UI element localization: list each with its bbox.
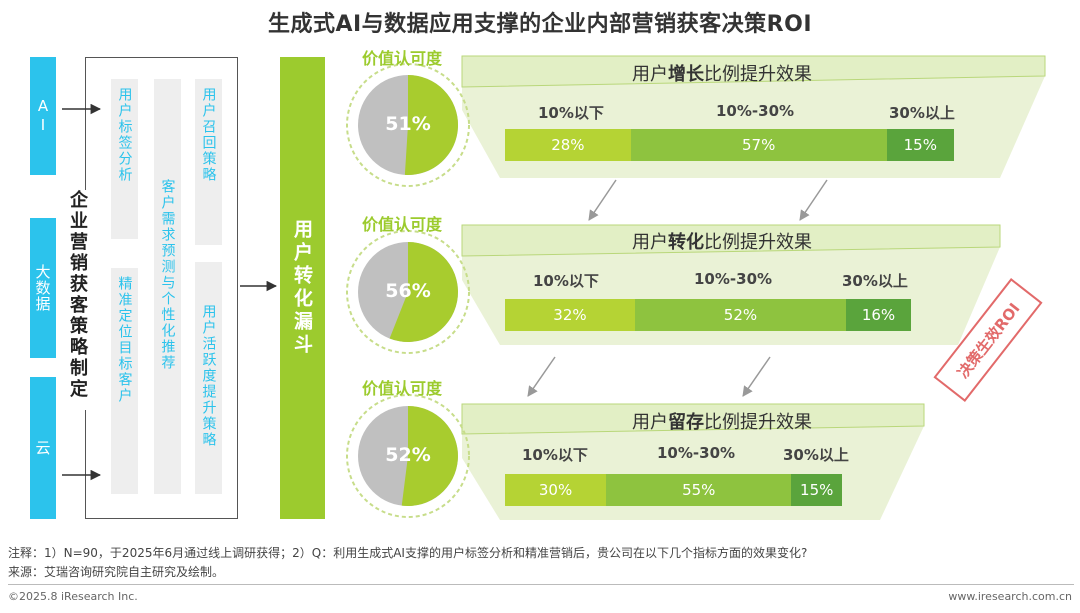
source-big-data: 大数据 bbox=[30, 218, 56, 358]
strategy-user-tag-analysis: 用户标签分析 bbox=[111, 79, 138, 239]
page-title: 生成式AI与数据应用支撑的企业内部营销获客决策ROI bbox=[267, 12, 813, 37]
pie-conversion-value-slice bbox=[389, 242, 458, 342]
header-growth-suffix: 比例提升效果 bbox=[704, 64, 812, 85]
footer-copyright: ©2025.8 iResearch Inc. bbox=[8, 590, 138, 603]
source-big-data-label: 大数据 bbox=[33, 264, 52, 312]
level-mid-growth: 10%-30% bbox=[716, 102, 795, 120]
level-low-conversion: 10%以下 bbox=[533, 272, 599, 290]
header-conversion-prefix: 用户 bbox=[632, 232, 668, 253]
pie-retention-percent: 52% bbox=[385, 444, 431, 466]
segment-high: 15% bbox=[791, 474, 842, 506]
header-growth: 用户增长比例提升效果 bbox=[632, 60, 812, 86]
strategy-precise-targeting: 精准定位目标客户 bbox=[111, 268, 138, 494]
pie-growth-percent: 51% bbox=[385, 113, 431, 135]
footer-website: www.iresearch.com.cn bbox=[948, 590, 1072, 603]
pie-conversion bbox=[358, 242, 458, 342]
footer-source: 来源：艾瑞咨询研究院自主研究及绘制。 bbox=[8, 565, 225, 579]
header-growth-bold: 增长 bbox=[668, 64, 704, 85]
source-ai-label: AI bbox=[34, 97, 52, 135]
strategy-user-recall: 用户召回策略 bbox=[195, 79, 222, 245]
value-recognition-label-conversion: 价值认可度 bbox=[362, 215, 443, 234]
strategy-activity-boost: 用户活跃度提升策略 bbox=[195, 262, 222, 494]
header-conversion: 用户转化比例提升效果 bbox=[632, 228, 812, 254]
pie-retention-value-slice bbox=[401, 406, 458, 506]
pie-conversion-percent: 56% bbox=[385, 280, 431, 302]
header-conversion-suffix: 比例提升效果 bbox=[704, 232, 812, 253]
pie-growth bbox=[358, 75, 459, 175]
segment-mid: 57% bbox=[630, 129, 887, 161]
down-arrow-right-2 bbox=[742, 356, 771, 397]
pie-ring-retention bbox=[346, 394, 470, 518]
level-low-growth: 10%以下 bbox=[538, 104, 604, 122]
pie-ring-conversion bbox=[346, 230, 470, 354]
strategy-heading: 企业营销获客策略制定 bbox=[62, 190, 92, 410]
segment-low: 32% bbox=[505, 299, 635, 331]
header-retention-bold: 留存 bbox=[668, 412, 704, 433]
header-growth-prefix: 用户 bbox=[632, 64, 668, 85]
segment-low: 28% bbox=[505, 129, 631, 161]
level-mid-retention: 10%-30% bbox=[657, 444, 736, 462]
segment-bar-retention: 30% 55% 15% bbox=[505, 474, 842, 506]
down-arrow-right-1 bbox=[799, 179, 828, 221]
segment-bar-conversion: 32% 52% 16% bbox=[505, 299, 911, 331]
segment-high: 16% bbox=[846, 299, 911, 331]
source-ai: AI bbox=[30, 57, 56, 175]
header-retention-prefix: 用户 bbox=[632, 412, 668, 433]
segment-mid: 55% bbox=[606, 474, 792, 506]
pie-ring-growth bbox=[346, 63, 470, 187]
header-conversion-bold: 转化 bbox=[668, 232, 704, 253]
segment-bar-growth: 28% 57% 15% bbox=[505, 129, 954, 161]
value-recognition-label-retention: 价值认可度 bbox=[362, 379, 443, 398]
level-high-conversion: 30%以上 bbox=[842, 272, 908, 290]
pie-growth-value-slice bbox=[404, 75, 459, 175]
pie-retention bbox=[358, 406, 458, 506]
strategy-demand-prediction: 客户需求预测与个性化推荐 bbox=[154, 79, 181, 494]
level-mid-conversion: 10%-30% bbox=[694, 270, 773, 288]
header-retention: 用户留存比例提升效果 bbox=[632, 408, 812, 434]
footer-divider bbox=[8, 584, 1074, 585]
conversion-funnel-bar: 用户转化漏斗 bbox=[280, 57, 325, 519]
segment-low: 30% bbox=[505, 474, 607, 506]
down-arrow-left-2 bbox=[527, 356, 556, 397]
down-arrow-left-1 bbox=[588, 179, 617, 221]
source-cloud: 云 bbox=[30, 377, 56, 519]
segment-high: 15% bbox=[886, 129, 954, 161]
value-recognition-label-growth: 价值认可度 bbox=[362, 49, 443, 68]
footer-note: 注释：1）N=90，于2025年6月通过线上调研获得；2）Q：利用生成式AI支撑… bbox=[8, 546, 808, 560]
segment-mid: 52% bbox=[634, 299, 847, 331]
level-high-growth: 30%以上 bbox=[889, 104, 955, 122]
level-low-retention: 10%以下 bbox=[522, 446, 588, 464]
level-high-retention: 30%以上 bbox=[783, 446, 849, 464]
source-cloud-label: 云 bbox=[33, 440, 52, 456]
header-retention-suffix: 比例提升效果 bbox=[704, 412, 812, 433]
